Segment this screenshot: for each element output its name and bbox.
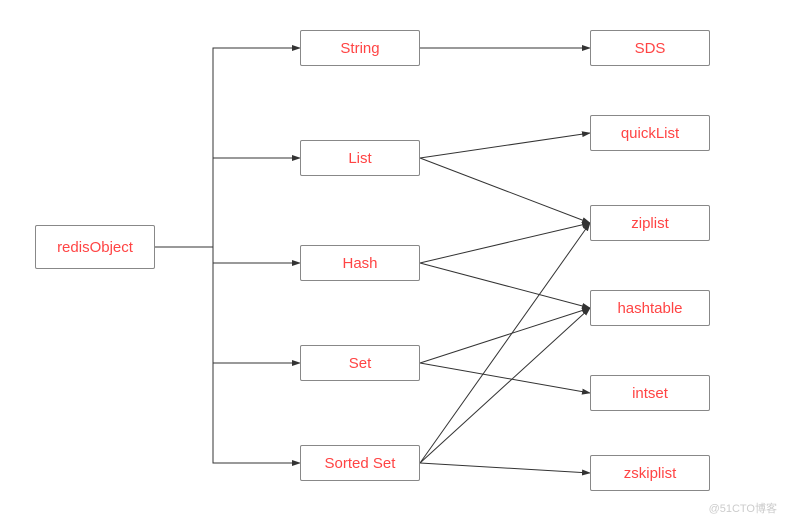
edge-redisObject-hash bbox=[155, 247, 300, 263]
node-intset: intset bbox=[590, 375, 710, 411]
node-hashtable: hashtable bbox=[590, 290, 710, 326]
edge-hash-ziplist bbox=[420, 223, 590, 263]
edge-redisObject-string bbox=[155, 48, 300, 247]
node-hash: Hash bbox=[300, 245, 420, 281]
edge-set-hashtable bbox=[420, 308, 590, 363]
node-sds: SDS bbox=[590, 30, 710, 66]
edge-redisObject-set bbox=[155, 247, 300, 363]
node-sortedset: Sorted Set bbox=[300, 445, 420, 481]
node-zskiplist: zskiplist bbox=[590, 455, 710, 491]
edge-sortedset-ziplist bbox=[420, 223, 590, 463]
node-quicklist: quickList bbox=[590, 115, 710, 151]
watermark-text: @51CTO博客 bbox=[709, 500, 777, 516]
node-string: String bbox=[300, 30, 420, 66]
edge-set-intset bbox=[420, 363, 590, 393]
node-ziplist: ziplist bbox=[590, 205, 710, 241]
node-redisObject: redisObject bbox=[35, 225, 155, 269]
node-set: Set bbox=[300, 345, 420, 381]
edge-redisObject-sortedset bbox=[155, 247, 300, 463]
edge-redisObject-list bbox=[155, 158, 300, 247]
edge-hash-hashtable bbox=[420, 263, 590, 308]
edge-list-ziplist bbox=[420, 158, 590, 223]
edge-sortedset-zskiplist bbox=[420, 463, 590, 473]
edge-sortedset-hashtable bbox=[420, 308, 590, 463]
edge-list-quicklist bbox=[420, 133, 590, 158]
node-list: List bbox=[300, 140, 420, 176]
